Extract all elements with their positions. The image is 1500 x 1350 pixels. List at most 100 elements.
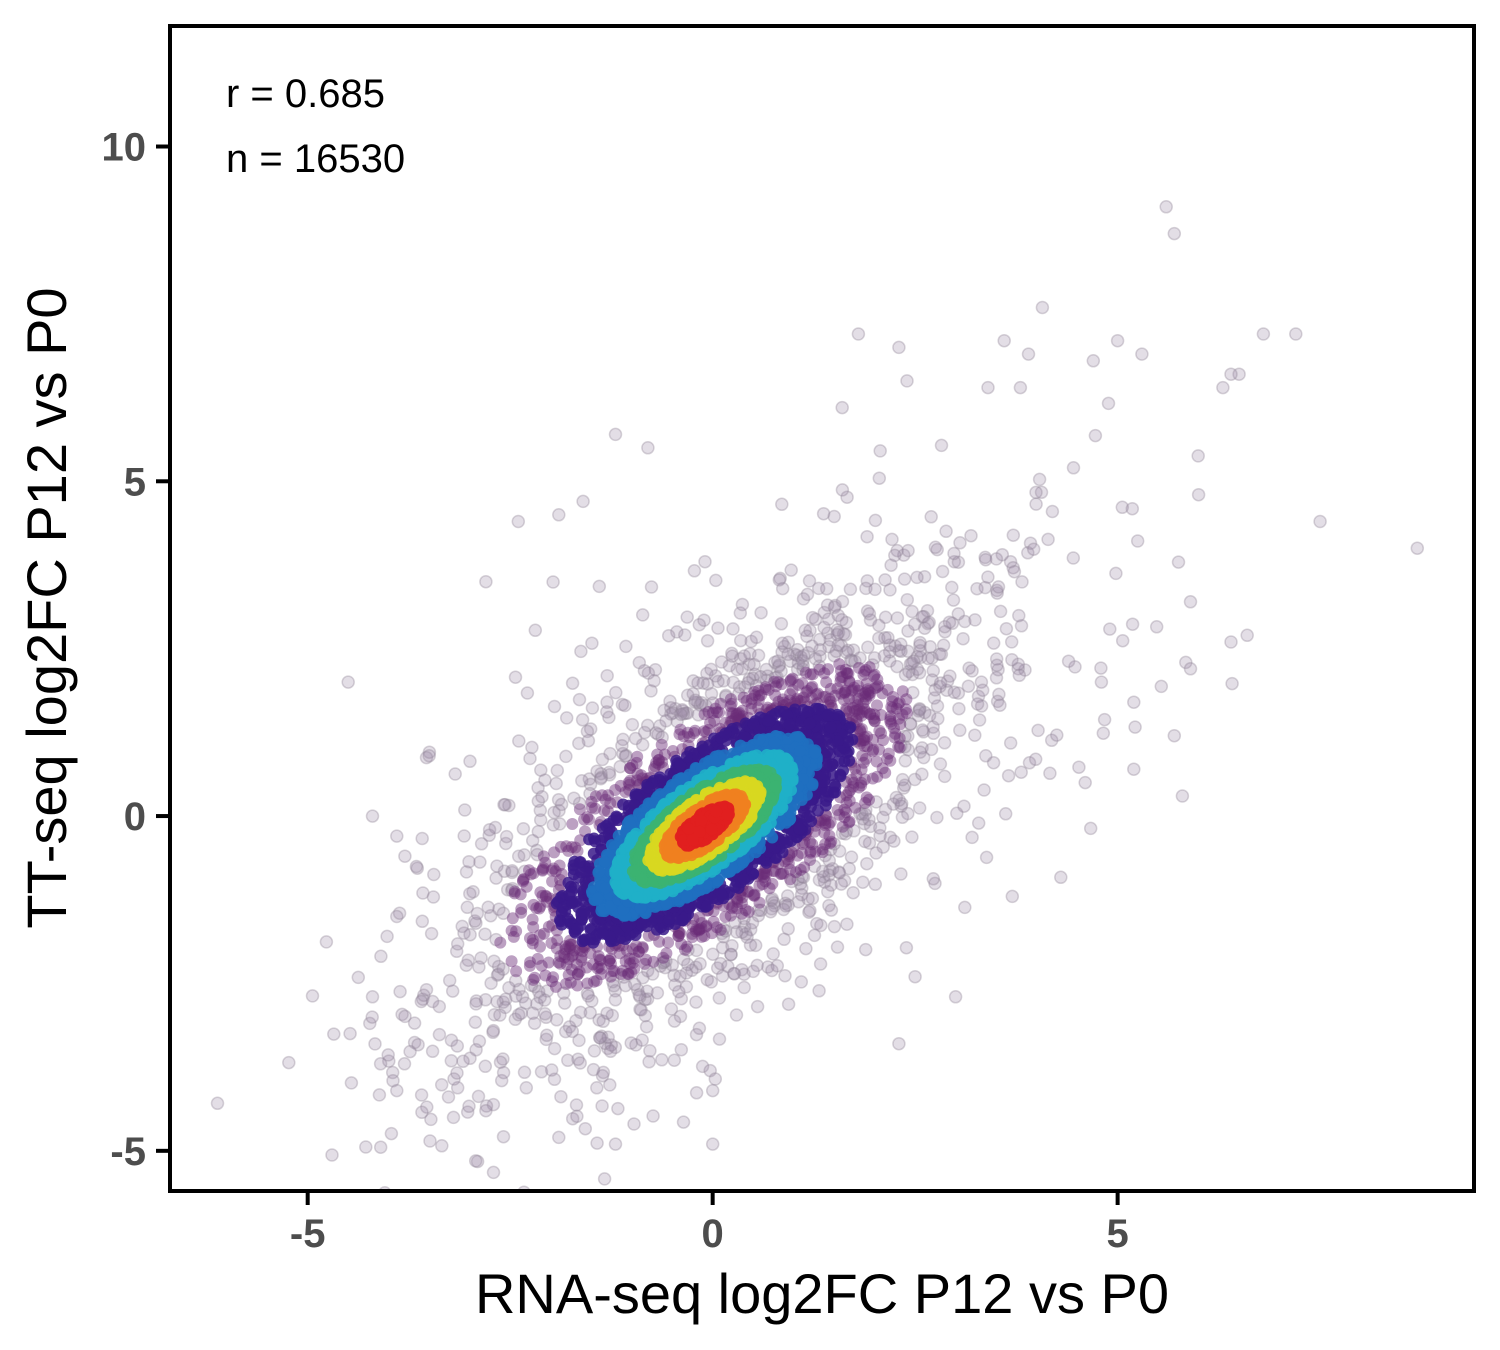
- data-point: [667, 968, 681, 983]
- data-point: [643, 1044, 657, 1058]
- data-point: [859, 581, 873, 596]
- data-point: [547, 805, 561, 820]
- data-point: [908, 617, 922, 631]
- data-point: [937, 736, 952, 750]
- data-point: [556, 986, 571, 1000]
- data-point: [841, 667, 854, 680]
- data-point: [926, 720, 940, 734]
- data-point: [667, 1053, 682, 1067]
- data-point: [489, 932, 503, 947]
- data-point: [816, 506, 831, 521]
- data-point: [1012, 608, 1026, 623]
- data-point: [567, 791, 581, 805]
- data-point: [867, 712, 880, 725]
- data-point: [751, 648, 766, 663]
- data-point: [689, 1027, 704, 1042]
- data-point: [766, 877, 779, 890]
- data-point: [928, 683, 942, 697]
- data-point: [658, 960, 672, 975]
- data-point: [843, 675, 856, 688]
- data-point: [724, 700, 737, 713]
- data-point: [790, 662, 805, 677]
- data-point: [674, 991, 689, 1006]
- data-point: [775, 645, 789, 659]
- data-point: [790, 648, 804, 662]
- data-point: [681, 943, 695, 957]
- data-point: [672, 984, 686, 999]
- data-point: [990, 583, 1004, 598]
- data-point: [1006, 560, 1020, 575]
- data-point: [641, 781, 654, 794]
- data-point: [1225, 676, 1239, 691]
- data-point: [583, 722, 598, 736]
- data-point: [1179, 655, 1193, 670]
- data-point: [601, 1041, 615, 1056]
- data-point: [840, 490, 854, 504]
- data-point: [445, 984, 460, 998]
- data-point: [732, 680, 747, 694]
- data-point: [704, 686, 719, 701]
- data-point: [616, 732, 630, 747]
- data-point: [581, 733, 596, 748]
- data-point: [745, 916, 760, 930]
- data-point: [911, 708, 925, 723]
- data-point: [517, 864, 532, 879]
- data-point: [456, 1054, 470, 1069]
- data-point: [608, 1137, 623, 1151]
- data-point: [1018, 663, 1032, 677]
- data-point: [493, 1055, 508, 1069]
- data-point: [946, 593, 961, 607]
- data-point: [481, 900, 495, 915]
- data-point: [894, 718, 907, 731]
- data-point: [447, 1072, 461, 1086]
- data-point: [592, 1013, 606, 1027]
- data-point: [585, 701, 600, 715]
- data-point: [884, 713, 897, 726]
- data-point: [995, 547, 1010, 562]
- data-point: [676, 1115, 691, 1129]
- data-point: [748, 667, 762, 682]
- data-point: [715, 969, 730, 983]
- data-point: [824, 903, 839, 917]
- data-point: [652, 758, 665, 770]
- data-point: [1005, 652, 1019, 667]
- data-point: [706, 947, 720, 961]
- data-point: [424, 926, 439, 941]
- data-point: [678, 628, 692, 642]
- data-point: [844, 653, 858, 667]
- data-point: [416, 886, 430, 900]
- data-point: [719, 727, 732, 740]
- data-point: [898, 740, 912, 754]
- data-point: [365, 1010, 379, 1024]
- data-point: [858, 773, 871, 786]
- data-point: [830, 623, 844, 637]
- data-point: [822, 853, 837, 868]
- data-point: [549, 980, 562, 993]
- data-point: [482, 828, 496, 843]
- data-point: [886, 797, 901, 811]
- data-point: [867, 743, 880, 756]
- data-point: [865, 658, 880, 672]
- data-point: [733, 633, 748, 648]
- data-point: [815, 864, 830, 879]
- data-point: [802, 574, 817, 588]
- data-point: [807, 859, 822, 874]
- data-point: [571, 922, 584, 935]
- data-point: [592, 961, 605, 973]
- data-point: [596, 1065, 611, 1080]
- data-point: [602, 768, 617, 782]
- data-point: [463, 1051, 477, 1066]
- data-point: [795, 654, 810, 668]
- data-point: [935, 564, 950, 579]
- data-point: [469, 997, 483, 1011]
- data-point: [876, 840, 890, 854]
- data-point: [486, 1097, 501, 1112]
- data-point: [748, 938, 763, 953]
- data-point: [978, 580, 992, 595]
- data-point: [491, 967, 506, 981]
- data-point: [618, 698, 632, 713]
- data-point: [674, 1042, 689, 1057]
- data-point: [647, 955, 660, 968]
- data-point: [1125, 617, 1140, 631]
- data-point: [1026, 542, 1041, 556]
